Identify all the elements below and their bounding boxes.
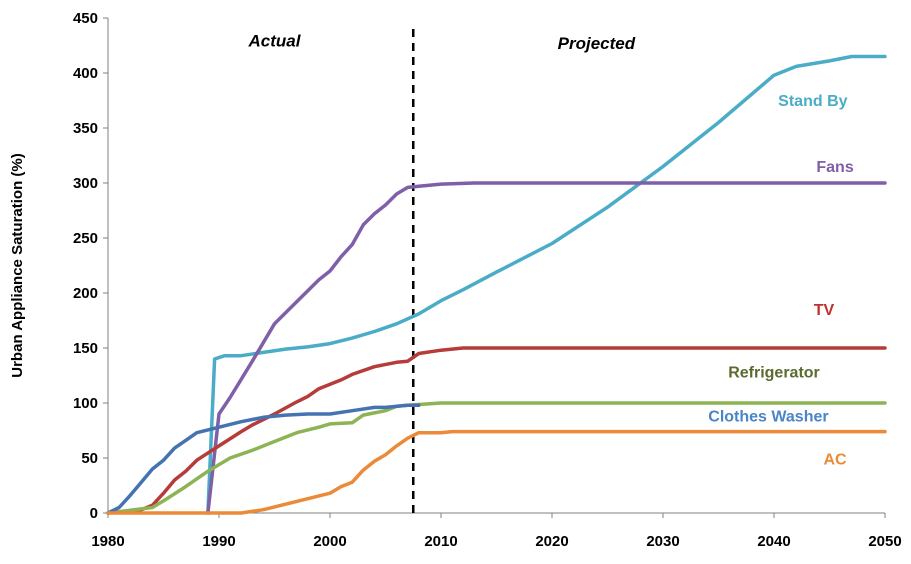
y-ticks: 0 50 100 150 200 250 300 350 400 450: [73, 10, 108, 522]
series-line-ac: [106, 429, 887, 515]
x-tick-label: 1990: [202, 533, 235, 550]
series-line-clothes-washer: [106, 403, 421, 515]
series-line-fans: [206, 181, 887, 515]
series-label-refrigerator: Refrigerator: [728, 365, 820, 382]
axes: 0 50 100 150 200 250 300 350 400 450 1980 1990 2000…: [73, 10, 902, 550]
x-tick-label: 2010: [424, 533, 457, 550]
region-label-actual: Actual: [248, 32, 302, 51]
y-tick-label: 50: [81, 450, 98, 467]
x-tick-label: 2020: [535, 533, 568, 550]
region-label-projected: Projected: [558, 34, 636, 53]
y-tick-label: 300: [73, 175, 98, 192]
series-labels: Stand By Fans TV Refrigerator Clothes Washer…: [708, 93, 854, 469]
series-label-clothes-washer: Clothes Washer: [708, 409, 828, 426]
y-tick-label: 150: [73, 340, 98, 357]
series-line-stand-by: [206, 54, 887, 515]
y-tick-label: 250: [73, 230, 98, 247]
y-tick-label: 350: [73, 120, 98, 137]
series-label-ac: AC: [823, 452, 847, 469]
y-axis-label: Urban Appliance Saturation (%): [9, 153, 26, 377]
series-label-stand-by: Stand By: [778, 93, 847, 110]
x-tick-label: 1980: [91, 533, 124, 550]
x-ticks: 1980 1990 2000 2010 2020 2030 2040 2050: [91, 513, 902, 550]
series-line-tv: [106, 346, 887, 515]
series-label-tv: TV: [814, 302, 835, 319]
y-tick-label: 0: [90, 505, 98, 522]
x-tick-label: 2000: [313, 533, 346, 550]
y-tick-label: 450: [73, 10, 98, 27]
series-label-fans: Fans: [816, 159, 853, 176]
x-tick-label: 2050: [868, 533, 901, 550]
x-tick-label: 2040: [757, 533, 790, 550]
y-tick-label: 100: [73, 395, 98, 412]
series-lines: [106, 54, 887, 515]
y-tick-label: 200: [73, 285, 98, 302]
x-tick-label: 2030: [646, 533, 679, 550]
y-tick-label: 400: [73, 65, 98, 82]
